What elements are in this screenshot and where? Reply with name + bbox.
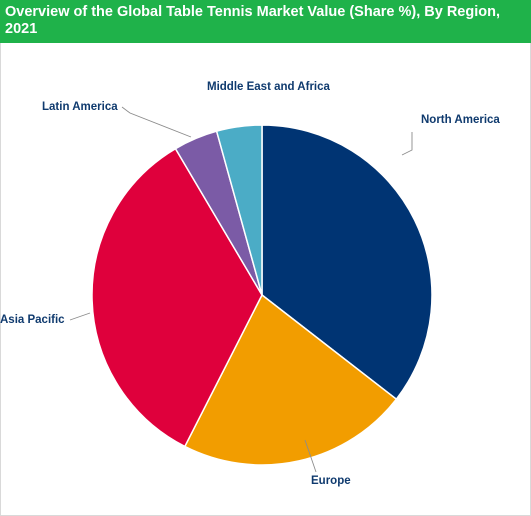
slice-label: Latin America	[42, 101, 118, 113]
pie-slice-europe	[183, 293, 398, 466]
leader-line	[401, 132, 413, 156]
leader-line	[121, 106, 192, 138]
slice-label: Middle East and Africa	[207, 81, 331, 93]
leader-line	[304, 439, 317, 473]
leader-line	[69, 312, 91, 321]
title-bar: Overview of the Global Table Tennis Mark…	[0, 0, 531, 43]
slice-label: North America	[421, 114, 500, 126]
pie-slice-middle-east-and-africa	[215, 124, 263, 296]
pie-slices	[91, 124, 433, 466]
pie-slice-asia-pacific	[91, 147, 263, 448]
slice-label: Asia Pacific	[0, 314, 65, 326]
slice-labels: North America Europe Asia Pacific Latin Ame…	[0, 81, 500, 487]
chart-title: Overview of the Global Table Tennis Mark…	[5, 4, 501, 37]
slice-label: Europe	[311, 475, 351, 487]
pie-slice-north-america	[261, 124, 433, 401]
leader-lines	[69, 106, 413, 473]
